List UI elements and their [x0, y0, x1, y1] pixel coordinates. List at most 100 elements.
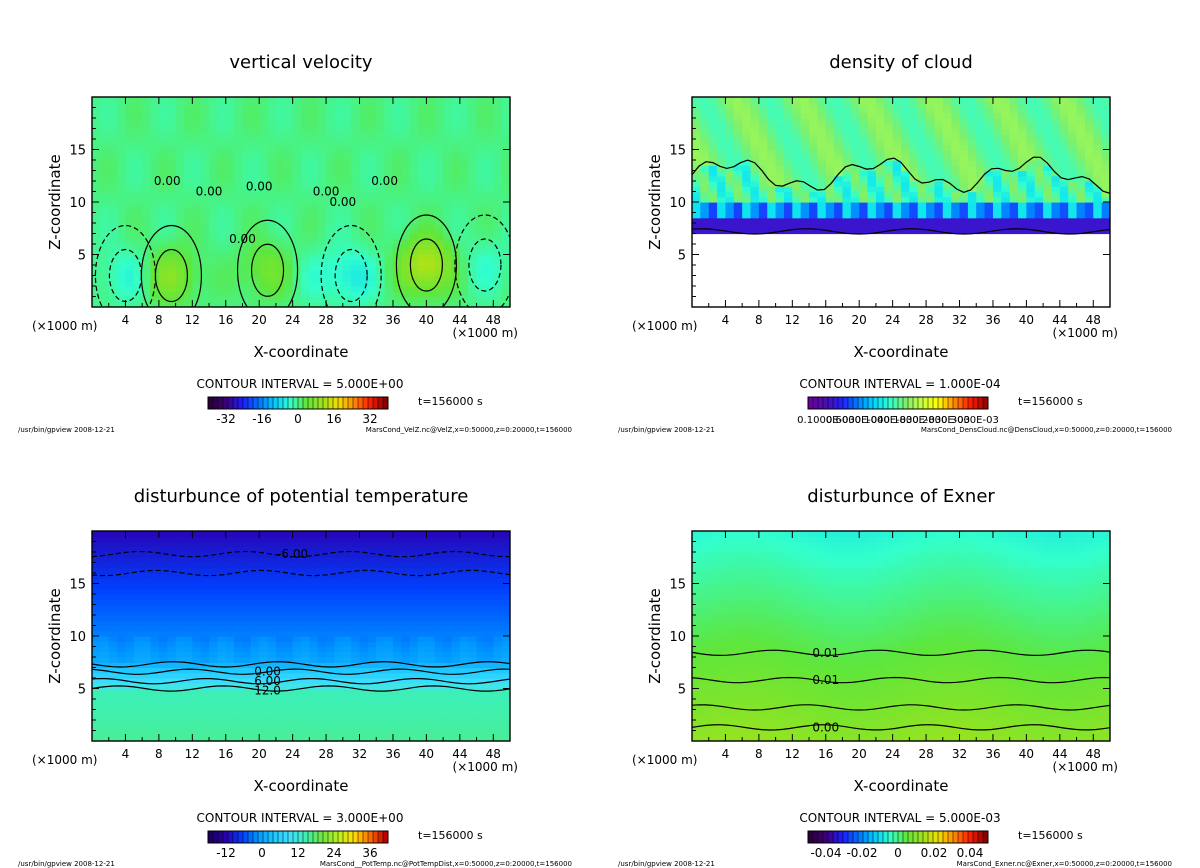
heatmap-cell: [217, 583, 227, 590]
heatmap-cell: [384, 265, 394, 271]
footer-right: MarsCond_VelZ.nc@VelZ,x=0:50000,z=0:2000…: [366, 426, 572, 434]
heatmap-cell: [100, 233, 110, 240]
heatmap-cell: [476, 254, 486, 261]
heatmap-cell: [200, 191, 210, 198]
heatmap-cell: [359, 636, 369, 642]
heatmap-cell: [493, 244, 503, 250]
heatmap-cell: [92, 270, 101, 277]
heatmap-cell: [200, 620, 210, 627]
heatmap-cell: [317, 557, 327, 564]
heatmap-cell: [1009, 97, 1019, 103]
heatmap-cell: [501, 280, 510, 287]
heatmap-cell: [292, 667, 302, 674]
heatmap-cell: [117, 265, 127, 271]
heatmap-cell: [334, 254, 344, 261]
heatmap-cell: [117, 191, 127, 198]
heatmap-cell: [317, 102, 327, 109]
heatmap-cell: [767, 133, 777, 140]
heatmap-cell: [133, 651, 143, 658]
heatmap-cell: [100, 165, 110, 172]
heatmap-cell: [292, 672, 302, 679]
heatmap-cell: [167, 291, 177, 298]
heatmap-cell: [92, 133, 101, 140]
x-tick-label: 8: [755, 313, 763, 327]
colorbar-swatch: [243, 397, 249, 409]
heatmap-cell: [351, 657, 361, 663]
heatmap-cell: [100, 149, 110, 156]
heatmap-cell: [309, 730, 319, 737]
heatmap-cell: [100, 244, 110, 250]
heatmap-cell: [884, 165, 894, 172]
heatmap-cell: [351, 102, 361, 109]
heatmap-cell: [1034, 144, 1044, 151]
heatmap-cell: [909, 170, 919, 177]
heatmap-cell: [183, 212, 193, 219]
heatmap-cell: [108, 552, 118, 558]
heatmap-cell: [284, 259, 294, 266]
heatmap-cell: [192, 128, 202, 135]
heatmap-cell: [501, 154, 510, 161]
heatmap-cell: [267, 207, 277, 214]
heatmap-cell: [1026, 165, 1036, 172]
heatmap-cell: [175, 699, 185, 705]
heatmap-cell: [1009, 186, 1019, 193]
heatmap-cell: [259, 672, 269, 679]
heatmap-cell: [183, 562, 193, 569]
heatmap-cell: [733, 165, 743, 172]
heatmap-cell: [150, 583, 160, 590]
heatmap-cell: [409, 259, 419, 266]
heatmap-cell: [108, 725, 118, 732]
chart-title: vertical velocity: [229, 52, 373, 73]
heatmap-cell: [267, 202, 277, 208]
heatmap-cell: [317, 609, 327, 616]
heatmap-cell: [192, 186, 202, 193]
heatmap-cell: [434, 265, 444, 271]
heatmap-cell: [901, 212, 910, 219]
heatmap-cell: [250, 594, 260, 600]
heatmap-cell: [217, 139, 227, 145]
heatmap-cell: [434, 244, 444, 250]
heatmap-cell: [92, 678, 101, 684]
colorbar-swatch: [378, 397, 384, 409]
heatmap-cell: [158, 123, 168, 130]
heatmap-cell: [859, 107, 869, 114]
heatmap-cell: [250, 651, 260, 658]
heatmap-cell: [409, 149, 419, 156]
heatmap-cell: [133, 265, 143, 271]
heatmap-cell: [976, 186, 986, 193]
heatmap-cell: [284, 175, 294, 182]
heatmap-cell: [301, 244, 310, 250]
heatmap-cell: [259, 704, 269, 711]
heatmap-cell: [1043, 223, 1053, 229]
heatmap-cell: [267, 233, 277, 240]
heatmap-cell: [717, 207, 727, 214]
heatmap-cell: [100, 133, 110, 140]
heatmap-cell: [850, 202, 860, 208]
heatmap-cell: [809, 118, 818, 124]
heatmap-cell: [175, 107, 185, 114]
heatmap-cell: [158, 296, 168, 303]
heatmap-cell: [275, 678, 285, 684]
heatmap-cell: [234, 286, 244, 292]
heatmap-cell: [125, 620, 135, 627]
heatmap-cell: [150, 139, 160, 145]
heatmap-cell: [367, 228, 377, 235]
heatmap-cell: [275, 291, 285, 298]
heatmap-cell: [142, 154, 152, 161]
heatmap-cell: [934, 170, 944, 177]
heatmap-cell: [392, 165, 402, 172]
heatmap-cell: [167, 181, 177, 187]
heatmap-cell: [150, 144, 160, 151]
heatmap-cell: [351, 583, 361, 590]
heatmap-cell: [92, 688, 101, 695]
heatmap-cell: [259, 562, 269, 569]
heatmap-cell: [926, 165, 936, 172]
heatmap-cell: [409, 181, 419, 187]
heatmap-cell: [242, 667, 252, 674]
heatmap-cell: [150, 604, 160, 611]
heatmap-cell: [234, 678, 244, 684]
heatmap-cell: [217, 735, 227, 741]
heatmap-cell: [825, 144, 835, 151]
heatmap-cell: [242, 296, 252, 303]
heatmap-cell: [850, 160, 860, 166]
